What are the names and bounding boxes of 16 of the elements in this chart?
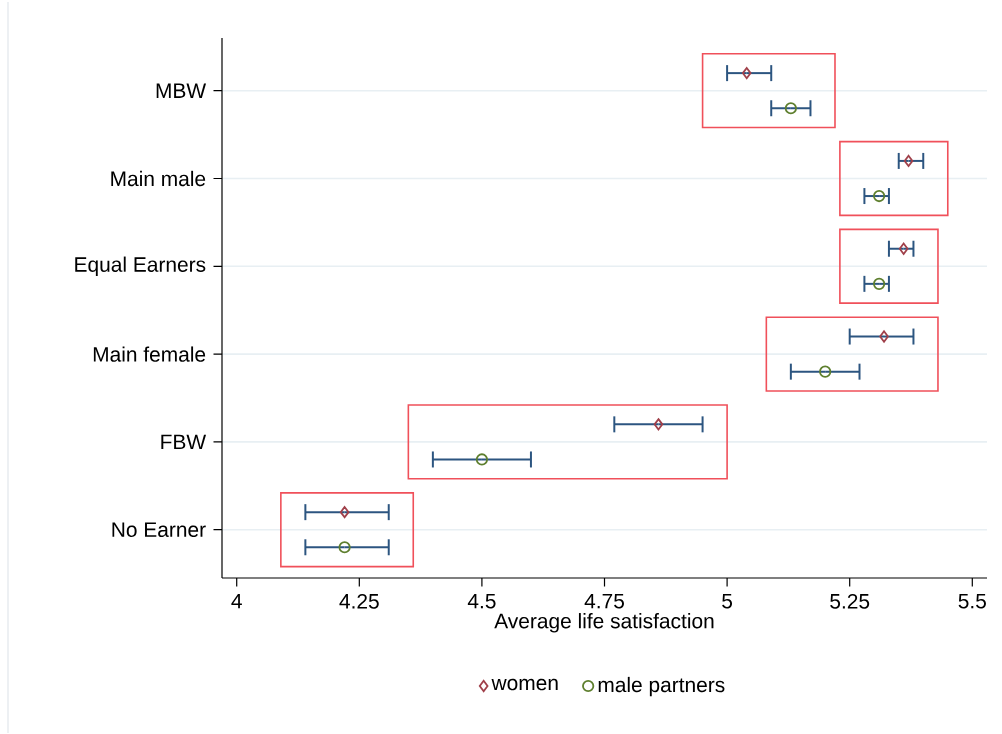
x-tick-label: 4.25 bbox=[339, 593, 379, 609]
x-tick-label: 5.25 bbox=[830, 593, 870, 609]
y-tick-label: No Earner bbox=[112, 522, 206, 538]
y-tick-label: Equal Earners bbox=[75, 256, 206, 277]
x-tick-label: 4 bbox=[231, 593, 242, 609]
x-tick-label: 5 bbox=[722, 593, 733, 609]
x-tick-label: 4.5 bbox=[467, 593, 496, 609]
x-tick-label: 5.5 bbox=[958, 593, 986, 609]
y-tick-label: Main male bbox=[111, 170, 206, 187]
legend-label: male partners bbox=[598, 676, 725, 697]
x-tick-label: 4.75 bbox=[584, 593, 624, 609]
x-axis-title: Average life satisfaction bbox=[494, 613, 714, 633]
y-tick-label: MBW bbox=[156, 83, 207, 98]
y-tick-label: FBW bbox=[161, 434, 207, 450]
legend-label: women bbox=[491, 678, 558, 691]
y-tick-label: Main female bbox=[93, 346, 206, 362]
